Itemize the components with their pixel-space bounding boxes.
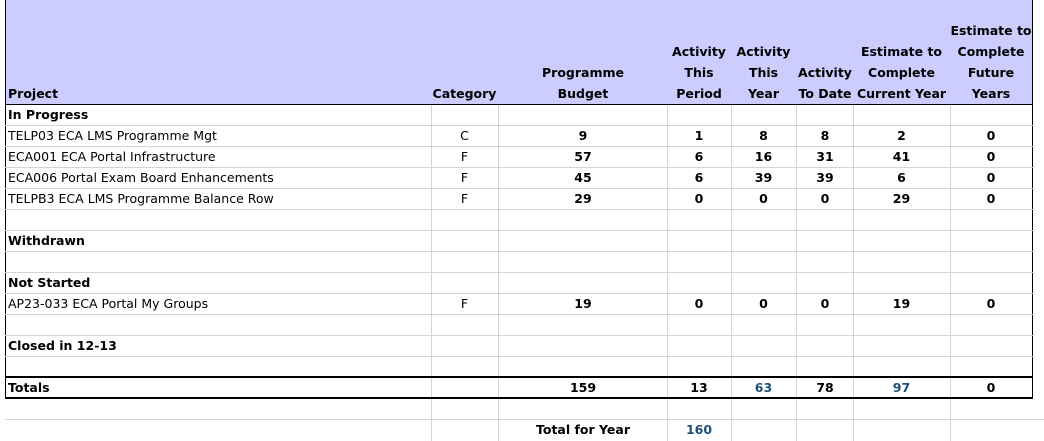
cell-category[interactable]: F [460, 170, 469, 185]
gridline [5, 125, 1033, 126]
cell-period[interactable]: 0 [694, 296, 704, 311]
header-bottom-border [5, 104, 1033, 105]
cell-todate[interactable]: 39 [816, 170, 834, 185]
cell-year[interactable]: 0 [759, 191, 768, 206]
cell-ecy[interactable]: 29 [892, 191, 911, 206]
cell-year[interactable]: 0 [759, 296, 768, 311]
totals-bottom-border [5, 397, 1033, 399]
header-todate-line1: Activity [798, 65, 852, 80]
cell-efy[interactable]: 0 [986, 191, 996, 206]
header-project: Project [8, 86, 59, 101]
totals-top-border [5, 376, 1033, 378]
cell-budget[interactable]: 57 [574, 149, 592, 164]
cell-project[interactable]: TELP03 ECA LMS Programme Mgt [8, 128, 217, 143]
cell-efy[interactable]: 0 [986, 170, 996, 185]
cell-category[interactable]: C [460, 128, 469, 143]
cell-category[interactable]: F [460, 191, 469, 206]
gridline [5, 356, 1033, 357]
cell-ecy[interactable]: 19 [892, 296, 911, 311]
totals-budget[interactable]: 159 [569, 380, 597, 395]
cell-project[interactable]: TELPB3 ECA LMS Programme Balance Row [8, 191, 274, 206]
cell-ecy[interactable]: 6 [897, 170, 906, 185]
gridline [5, 314, 1033, 315]
totals-todate[interactable]: 78 [816, 380, 834, 395]
gridline [5, 146, 1033, 147]
cell-project[interactable]: AP23-033 ECA Portal My Groups [8, 296, 209, 311]
header-ecy-line2: Complete [868, 65, 935, 80]
header-year-line2: This [748, 65, 779, 80]
cell-period[interactable]: 6 [694, 149, 704, 164]
cell-project[interactable]: ECA006 Portal Exam Board Enhancements [8, 170, 274, 185]
gridline [5, 293, 1033, 294]
header-period-line3: Period [676, 86, 722, 101]
cell-efy[interactable]: 0 [986, 296, 996, 311]
header-year-line3: Year [748, 86, 779, 101]
cell-efy[interactable]: 0 [986, 149, 996, 164]
cell-budget[interactable]: 19 [574, 296, 592, 311]
gridline [5, 167, 1033, 168]
section-in-progress: In Progress [8, 107, 89, 122]
cell-ecy[interactable]: 2 [897, 128, 906, 143]
totals-year[interactable]: 63 [754, 380, 773, 395]
cell-efy[interactable]: 0 [986, 128, 996, 143]
gridline [5, 209, 1033, 210]
cell-todate[interactable]: 8 [820, 128, 830, 143]
totals-label: Totals [8, 380, 50, 395]
total-for-year-value[interactable]: 160 [685, 422, 713, 437]
cell-year[interactable]: 16 [754, 149, 773, 164]
gridline [5, 335, 1033, 336]
header-efy-line1: Estimate to [950, 23, 1032, 38]
totals-period[interactable]: 13 [690, 380, 708, 395]
totals-ecy[interactable]: 97 [892, 380, 911, 395]
section-withdrawn: Withdrawn [8, 233, 85, 248]
header-year-line1: Activity [736, 44, 791, 59]
header-band [5, 0, 1033, 104]
cell-year[interactable]: 39 [754, 170, 773, 185]
header-period-line2: This [684, 65, 714, 80]
section-closed: Closed in 12-13 [8, 338, 117, 353]
cell-project[interactable]: ECA001 ECA Portal Infrastructure [8, 149, 216, 164]
gridline [5, 419, 1044, 420]
cell-category[interactable]: F [460, 149, 469, 164]
cell-todate[interactable]: 0 [820, 296, 830, 311]
header-ecy-line3: Current Year [856, 86, 947, 101]
right-border [1032, 0, 1033, 398]
gridline [5, 230, 1033, 231]
cell-ecy[interactable]: 41 [892, 149, 911, 164]
cell-period[interactable]: 6 [694, 170, 704, 185]
header-efy-line2: Complete [957, 44, 1025, 59]
header-category: Category [432, 86, 497, 101]
header-todate-line2: To Date [798, 86, 852, 101]
gridline [5, 251, 1033, 252]
cell-budget[interactable]: 45 [574, 170, 592, 185]
header-budget-line1: Programme [542, 65, 624, 80]
header-period-line1: Activity [672, 44, 726, 59]
totals-efy[interactable]: 0 [986, 380, 996, 395]
cell-todate[interactable]: 0 [820, 191, 830, 206]
left-border [5, 0, 6, 398]
cell-year[interactable]: 8 [759, 128, 768, 143]
total-for-year-label: Total for Year [535, 422, 631, 437]
cell-period[interactable]: 1 [694, 128, 704, 143]
cell-todate[interactable]: 31 [816, 149, 834, 164]
cell-budget[interactable]: 9 [578, 128, 588, 143]
gridline [5, 272, 1033, 273]
cell-budget[interactable]: 29 [574, 191, 592, 206]
header-budget-line2: Budget [557, 86, 609, 101]
header-ecy-line1: Estimate to [860, 44, 943, 59]
cell-period[interactable]: 0 [694, 191, 704, 206]
gridline [5, 188, 1033, 189]
header-efy-line4: Years [971, 86, 1011, 101]
header-efy-line3: Future [967, 65, 1015, 80]
cell-category[interactable]: F [460, 296, 469, 311]
section-not-started: Not Started [8, 275, 91, 290]
